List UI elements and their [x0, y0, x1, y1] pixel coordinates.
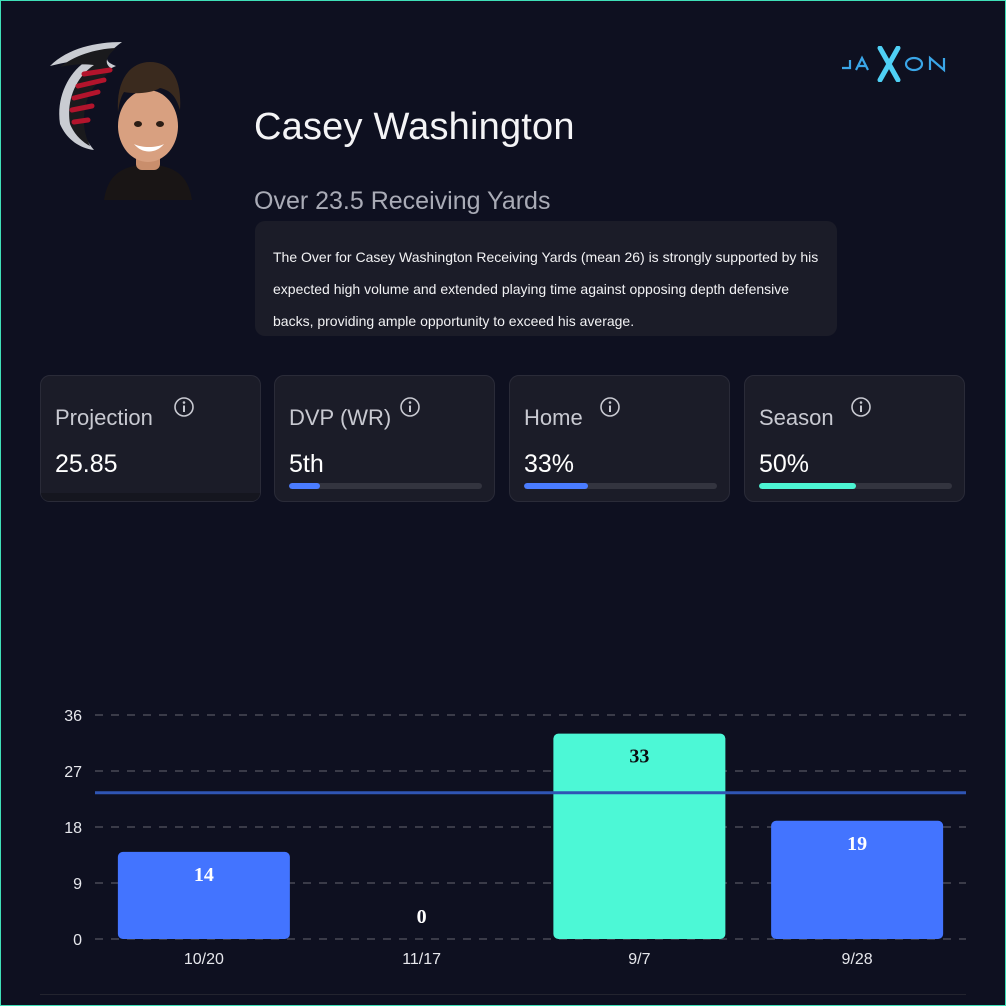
y-tick-label: 9	[73, 876, 82, 893]
jaxon-logo	[842, 46, 946, 82]
bar-value-label: 33	[629, 746, 649, 768]
x-tick-label: 10/20	[184, 951, 224, 968]
y-tick-label: 18	[64, 820, 82, 837]
progress-fill	[759, 483, 856, 489]
home-card: Home 33%	[509, 375, 730, 502]
card-value: 5th	[289, 450, 324, 478]
progress-fill	[524, 483, 588, 489]
progress-fill	[289, 483, 320, 489]
y-tick-label: 0	[73, 932, 82, 949]
card-value: 25.85	[55, 450, 118, 478]
x-tick-label: 9/28	[842, 951, 873, 968]
dvp-card: DVP (WR) 5th	[274, 375, 495, 502]
y-tick-label: 36	[64, 708, 82, 725]
bottom-divider	[40, 994, 966, 995]
bar	[117, 851, 290, 939]
y-tick-label: 27	[64, 764, 82, 781]
card-label: Projection	[55, 405, 153, 430]
card-value: 33%	[524, 450, 575, 478]
falcons-logo	[50, 42, 122, 150]
x-tick-label: 9/7	[628, 951, 650, 968]
card-value: 50%	[759, 450, 810, 478]
projection-card: Projection 25.85	[40, 375, 261, 502]
prop-title: Over 23.5 Receiving Yards	[254, 187, 551, 215]
card-label: DVP (WR)	[289, 405, 392, 430]
card-label: Season	[759, 405, 834, 430]
bar-value-label: 19	[847, 833, 867, 855]
progress-track	[524, 483, 717, 489]
card-footer	[41, 493, 260, 501]
progress-track	[289, 483, 482, 489]
analysis-text: The Over for Casey Washington Receiving …	[273, 249, 819, 329]
info-icon[interactable]	[173, 396, 195, 418]
info-icon[interactable]	[850, 396, 872, 418]
season-card: Season 50%	[744, 375, 965, 502]
bar	[771, 820, 944, 939]
bar	[553, 733, 726, 939]
x-tick-label: 11/17	[402, 951, 441, 968]
info-icon[interactable]	[399, 396, 421, 418]
player-avatar	[104, 62, 192, 200]
player-name: Casey Washington	[254, 106, 575, 148]
analysis-box: The Over for Casey Washington Receiving …	[255, 221, 837, 336]
bar-value-label: 14	[194, 864, 214, 886]
info-icon[interactable]	[599, 396, 621, 418]
progress-track	[759, 483, 952, 489]
game-log-chart: 0 9 18 27 36 14 10/20 0 11/17 33 9/7 19 9/28	[64, 708, 966, 968]
card-label: Home	[524, 405, 583, 430]
bar-value-label: 0	[417, 906, 427, 928]
